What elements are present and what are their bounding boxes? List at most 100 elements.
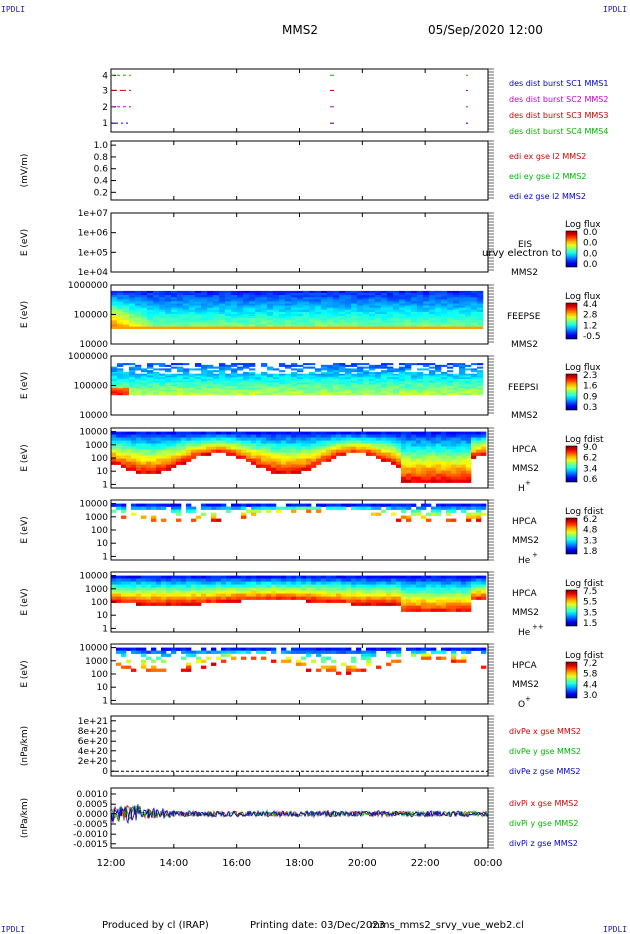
spectrogram-cell [416, 464, 422, 468]
spectrogram-cell [201, 305, 208, 308]
spectrogram-cell [171, 320, 178, 323]
spectrogram-cell [431, 449, 437, 453]
panel-7-colorbar-title: Log fdist [565, 579, 604, 589]
spectrogram-cell [211, 515, 217, 519]
panel-7-spacecraft: MMS2 [512, 608, 539, 618]
spectrogram-cell [411, 324, 418, 327]
panel-6-colorbar-tick: 1.8 [583, 547, 598, 557]
spectrogram-cell [129, 389, 136, 392]
spectrogram-cell [241, 437, 247, 441]
spectrogram-cell [435, 318, 442, 321]
spectrogram-cell [266, 443, 272, 447]
spectrogram-cell [351, 290, 358, 294]
spectrogram-cell [399, 386, 406, 389]
spectrogram-cell [151, 575, 157, 579]
spectrogram-cell [339, 292, 346, 296]
spectrogram-cell [221, 647, 227, 651]
spectrogram-cell [196, 440, 202, 444]
spectrogram-cell [195, 373, 202, 376]
spectrogram-cell [361, 446, 367, 450]
spectrogram-cell [357, 384, 364, 387]
spectrogram-cell [111, 326, 118, 329]
spectrogram-cell [231, 387, 238, 390]
spectrogram-cell [141, 446, 147, 450]
spectrogram-cell [213, 307, 220, 311]
spectrogram-cell [363, 380, 370, 383]
spectrogram-cell [171, 324, 178, 327]
spectrogram-cell [135, 307, 142, 311]
spectrogram-cell [171, 305, 178, 308]
spectrogram-cell [371, 647, 377, 651]
spectrogram-cell [116, 650, 122, 654]
spectrogram-cell [309, 326, 316, 329]
spectrogram-cell [176, 509, 182, 513]
spectrogram-cell [191, 440, 197, 444]
spectrogram-cell [243, 316, 250, 319]
spectrogram-cell [156, 464, 162, 468]
spectrogram-cell [421, 515, 427, 519]
spectrogram-cell [301, 449, 307, 453]
spectrogram-cell [231, 368, 238, 371]
panel-6-colorbar-tick: 4.8 [583, 526, 598, 536]
spectrogram-cell [261, 384, 268, 387]
panel-1-ytick-label: 0.4 [94, 177, 109, 187]
spectrogram-cell [423, 311, 430, 315]
spectrogram-cell [221, 587, 227, 591]
spectrogram-cell [161, 584, 167, 588]
spectrogram-cell [156, 443, 162, 447]
spectrogram-cell [129, 382, 136, 385]
spectrogram-cell [339, 301, 346, 304]
spectrogram-cell [123, 380, 130, 383]
spectrogram-cell [216, 587, 222, 591]
spectrogram-cell [345, 322, 352, 325]
spectrogram-cell [423, 324, 430, 327]
spectrogram-cell [186, 668, 192, 672]
spectrogram-cell [201, 581, 207, 585]
spectrogram-cell [376, 593, 382, 597]
spectrogram-cell [136, 443, 142, 447]
spectrogram-cell [339, 295, 346, 298]
spectrogram-cell [456, 461, 462, 465]
spectrogram-cell [296, 593, 302, 597]
spectrogram-cell [226, 587, 232, 591]
spectrogram-cell [453, 299, 460, 302]
spectrogram-cell [441, 503, 447, 507]
spectrogram-cell [315, 368, 322, 371]
spectrogram-cell [141, 467, 147, 471]
spectrogram-cell [255, 324, 262, 327]
spectrogram-cell [195, 379, 202, 382]
spectrogram-cell [267, 299, 274, 302]
spectrogram-cell [366, 593, 372, 597]
spectrogram-cell [381, 382, 388, 385]
spectrogram-cell [281, 575, 287, 579]
spectrogram-cell [285, 379, 292, 382]
spectrogram-cell [219, 320, 226, 323]
spectrogram-cell [381, 366, 388, 369]
spectrogram-cell [477, 377, 484, 380]
spectrogram-cell [333, 379, 340, 382]
spectrogram-cell [387, 363, 394, 366]
spectrogram-cell [327, 290, 334, 294]
spectrogram-cell [375, 303, 382, 306]
spectrogram-cell [131, 596, 137, 600]
spectrogram-cell [141, 307, 148, 311]
spectrogram-cell [111, 370, 118, 373]
corner-label-top-left: IPDLI [1, 5, 26, 14]
spectrogram-cell [411, 593, 417, 597]
spectrogram-cell [126, 455, 132, 459]
spectrogram-cell [165, 377, 172, 380]
spectrogram-cell [471, 363, 478, 366]
spectrogram-cell [296, 434, 302, 438]
spectrogram-cell [237, 295, 244, 298]
spectrogram-cell [231, 377, 238, 380]
spectrogram-cell [456, 599, 462, 603]
spectrogram-cell [296, 467, 302, 471]
spectrogram-cell [476, 434, 482, 438]
spectrogram-cell [423, 307, 430, 311]
spectrogram-cell [471, 290, 478, 294]
panel-8-colorbar-tick: 7.2 [583, 659, 597, 669]
spectrogram-cell [351, 587, 357, 591]
spectrogram-cell [261, 584, 267, 588]
spectrogram-cell [261, 363, 268, 366]
spectrogram-cell [326, 665, 332, 669]
